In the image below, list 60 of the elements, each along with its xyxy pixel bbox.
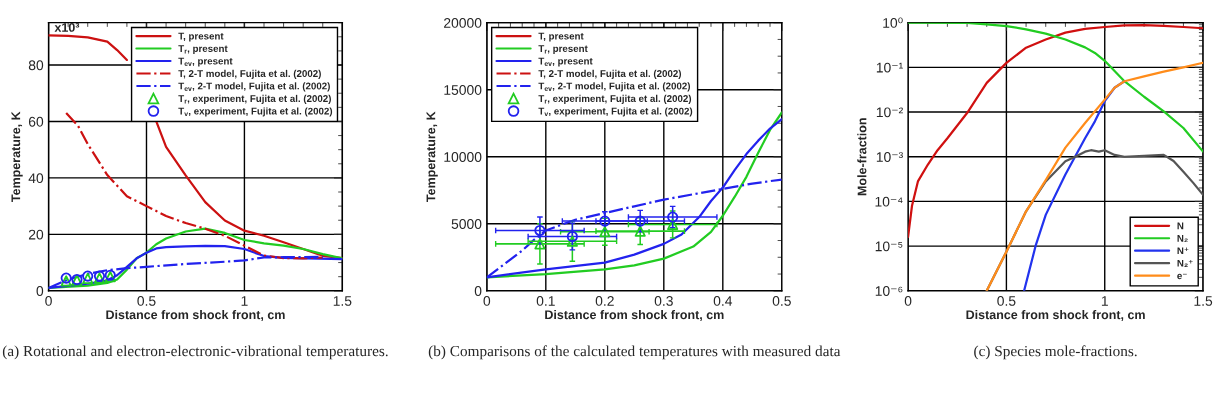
- y-tick-label: 5000: [451, 219, 482, 229]
- legend-label: T$_{r}$, experiment, Fujita et al. (2002): [538, 94, 692, 104]
- legend-label: T, 2-T model, Fujita et al. (2002): [538, 69, 682, 79]
- x-tick-label: 1: [241, 296, 248, 306]
- y-tick-label: 20000: [444, 18, 482, 28]
- text: (c) Species mole-fractions.: [974, 345, 1137, 360]
- x-axis-title: Distance from shock front, cm: [545, 309, 724, 321]
- y-tick-label: 40: [28, 173, 44, 184]
- x-tick-label: 0: [904, 296, 912, 306]
- y-tick-label: 10⁻¹: [876, 62, 903, 73]
- x-tick-label: 0.1: [536, 296, 555, 306]
- legend-label: T, present: [178, 32, 224, 42]
- y-tick-label: 0: [36, 286, 44, 296]
- y-tick-label: 10⁻⁶: [875, 286, 903, 296]
- y-tick-label: 10⁻⁴: [875, 196, 903, 207]
- y-tick-label: 10⁻²: [876, 107, 903, 118]
- y-axis-title: Temperature, K: [11, 111, 23, 202]
- legend-label: N: [1177, 222, 1184, 230]
- legend-label: T$_{ev}$, 2-T model, Fujita et al. (2002): [538, 82, 691, 92]
- legend-label: T$_{ev}$, present: [178, 57, 233, 67]
- legend-label: e⁻: [1177, 273, 1187, 280]
- legend-label: N⁺: [1177, 247, 1189, 255]
- y-axis-title: Temperature, K: [426, 111, 438, 202]
- legend-label: N₂⁺: [1177, 259, 1193, 267]
- x-tick-label: 0.3: [654, 296, 673, 306]
- x-tick-label: 0: [483, 296, 491, 306]
- legend-label: T$_{r}$, present: [538, 45, 588, 54]
- legend-label: T$_{ev}$, present: [538, 57, 593, 67]
- text: (b) Comparisons of the calculated temperatures with measured data: [428, 345, 841, 360]
- legend-label: N₂: [1177, 234, 1188, 242]
- annotation: x10³: [54, 23, 80, 32]
- text: (a) Rotational and electron-electronic-vibrational temperatures.: [2, 345, 388, 360]
- x-tick-label: 1: [1101, 296, 1108, 306]
- x-axis-title: Distance from shock front, cm: [966, 309, 1145, 321]
- y-tick-label: 0: [474, 286, 482, 296]
- x-tick-label: 0.4: [713, 296, 733, 306]
- y-tick-label: 15000: [444, 85, 482, 95]
- x-tick-label: 1.5: [1194, 296, 1213, 306]
- x-tick-label: 0: [45, 296, 52, 306]
- y-tick-label: 80: [28, 60, 44, 71]
- y-tick-label: 10⁰: [883, 17, 903, 28]
- legend-label: T$_{r}$, present: [178, 45, 228, 54]
- x-axis-title: Distance from shock front, cm: [106, 309, 285, 321]
- legend-label: T$_{r}$, experiment, Fujita et al. (2002): [178, 94, 331, 104]
- x-tick-label: 0.2: [595, 296, 614, 306]
- x-tick-label: 0.5: [997, 296, 1016, 306]
- legend-label: T, present: [538, 32, 584, 42]
- legend-label: T$_{ev}$, 2-T model, Fujita et al. (2002): [178, 82, 330, 92]
- y-tick-label: 10⁻³: [876, 152, 903, 162]
- x-tick-label: 0.5: [137, 296, 156, 306]
- legend-label: T$_{v}$, experiment, Fujita et al. (2002): [178, 107, 333, 117]
- y-tick-label: 10⁻⁵: [875, 241, 903, 252]
- y-axis-title: Mole-fraction: [857, 118, 867, 196]
- y-tick-label: 20: [28, 229, 44, 240]
- y-tick-label: 10000: [444, 152, 482, 162]
- x-tick-label: 1.5: [333, 296, 352, 306]
- y-tick-label: 60: [28, 116, 44, 127]
- x-tick-label: 0.5: [772, 296, 791, 306]
- legend-label: T$_{v}$, experiment, Fujita et al. (2002): [538, 107, 693, 117]
- legend-label: T, 2-T model, Fujita et al. (2002): [178, 69, 321, 79]
